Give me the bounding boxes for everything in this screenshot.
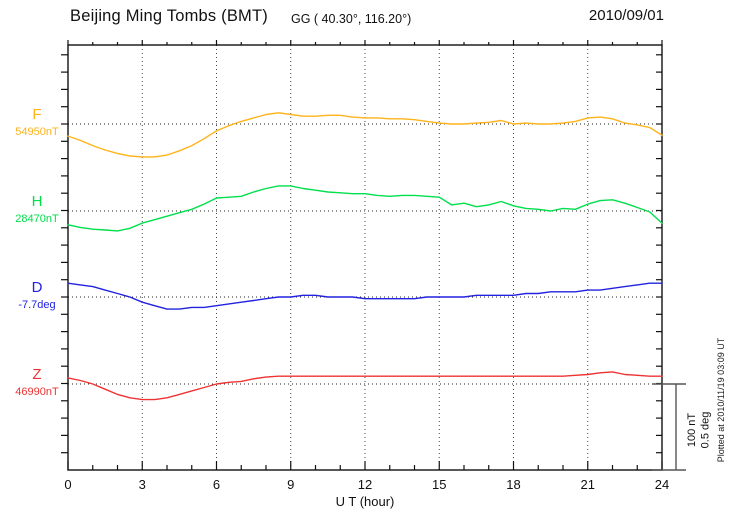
x-tick-label-3: 3 (138, 477, 146, 492)
channel-label-F: F 54950nT (6, 107, 68, 138)
gridlines (141, 45, 589, 470)
channel-name: D (31, 279, 43, 296)
amplitude-ticks (61, 54, 662, 454)
trace-D (67, 282, 663, 310)
channel-name: H (31, 193, 43, 210)
trace-F (67, 112, 663, 158)
geographic-coordinates: GG ( 40.30°, 116.20°) (291, 12, 412, 26)
x-axis-label: U T (hour) (335, 494, 395, 509)
x-tick-label-15: 15 (432, 477, 447, 492)
x-tick-label-24: 24 (654, 477, 670, 492)
scale-bar (652, 383, 686, 471)
plot-frame (67, 44, 663, 471)
x-tick-label-12: 12 (357, 477, 373, 492)
x-tick-label-18: 18 (506, 477, 521, 492)
observation-date: 2010/09/01 (588, 7, 664, 24)
channel-baseline-value: -7.7deg (18, 299, 56, 311)
channel-baselines (68, 123, 662, 385)
x-tick-label-0: 0 (64, 477, 72, 492)
x-tick-label-21: 21 (580, 477, 595, 492)
channel-label-D: D -7.7deg (6, 280, 68, 311)
plotted-timestamp-note: Plotted at 2010/11/19 03:09 UT (716, 337, 726, 463)
channel-label-Z: Z 46990nT (6, 367, 68, 398)
station-title: Beijing Ming Tombs (BMT) (70, 7, 268, 25)
channel-name: F (32, 106, 42, 123)
x-tick-label-9: 9 (287, 477, 295, 492)
channel-baseline-value: 46990nT (15, 386, 59, 398)
channel-baseline-value: 28470nT (15, 213, 59, 225)
channel-name: Z (32, 366, 42, 383)
trace-Z (67, 371, 663, 401)
channel-label-H: H 28470nT (6, 194, 68, 225)
channel-baseline-value: 54950nT (15, 126, 59, 138)
x-tick-label-6: 6 (212, 477, 221, 492)
trace-H (67, 185, 663, 232)
